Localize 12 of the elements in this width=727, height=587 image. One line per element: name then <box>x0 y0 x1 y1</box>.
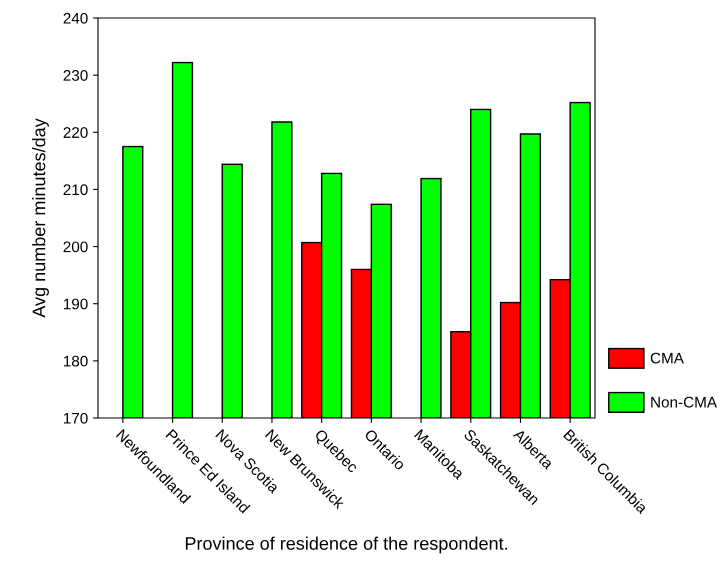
y-tick-label: 230 <box>64 70 88 81</box>
y-tick-label: 180 <box>64 356 88 367</box>
legend-label: CMA <box>650 352 684 364</box>
x-axis-title: Province of residence of the respondent. <box>186 536 507 554</box>
y-axis-title: Avg number minutes/day <box>32 118 49 318</box>
y-tick-label: 240 <box>64 12 88 24</box>
y-tick-label: 170 <box>64 412 88 424</box>
y-tick-label: 200 <box>64 241 88 252</box>
y-tick-label: 220 <box>64 127 88 138</box>
y-tick-label: 210 <box>64 184 88 196</box>
legend-label: Non-CMA <box>651 396 718 408</box>
y-tick-label: 190 <box>64 298 88 310</box>
